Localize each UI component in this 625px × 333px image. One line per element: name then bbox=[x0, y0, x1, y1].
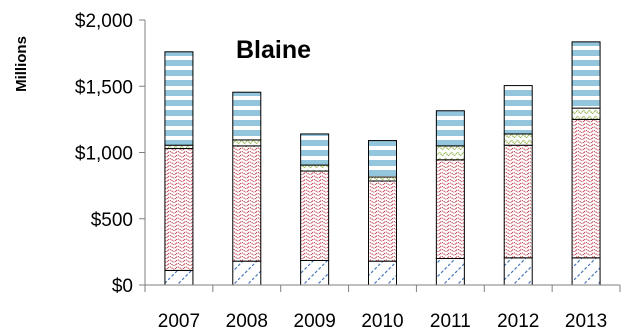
bar-segment-4 bbox=[232, 91, 262, 141]
bar-segment-4 bbox=[503, 85, 533, 135]
bar-segment-1 bbox=[164, 269, 194, 286]
bar-segment-2 bbox=[368, 180, 397, 262]
bar-segment-3 bbox=[503, 133, 533, 146]
bar-segment-2 bbox=[503, 144, 533, 259]
bar-segment-2 bbox=[571, 118, 601, 259]
y-tick-label: $1,000 bbox=[75, 144, 133, 165]
bar-segment-3 bbox=[368, 176, 397, 182]
y-tick-label: $0 bbox=[112, 276, 133, 297]
bar-segment-1 bbox=[503, 257, 533, 286]
bar-segment-4 bbox=[368, 140, 397, 178]
x-tick-label: 2007 bbox=[158, 311, 200, 332]
x-tick-label: 2008 bbox=[226, 311, 268, 332]
bar-segment-3 bbox=[435, 145, 465, 161]
bar-segment-1 bbox=[368, 260, 397, 286]
bar-segment-3 bbox=[300, 164, 330, 172]
x-tick-label: 2010 bbox=[361, 311, 403, 332]
bar-segment-1 bbox=[435, 258, 465, 286]
bar-segment-2 bbox=[232, 145, 262, 262]
x-tick-label: 2011 bbox=[430, 311, 471, 332]
bar-segment-2 bbox=[300, 170, 330, 261]
bar-segment-1 bbox=[300, 259, 330, 286]
bar-segment-2 bbox=[435, 159, 465, 260]
y-tick-label: $2,000 bbox=[75, 11, 133, 32]
bar-segment-3 bbox=[571, 107, 601, 120]
bar-segment-1 bbox=[571, 257, 601, 286]
bar-segment-4 bbox=[164, 51, 194, 146]
y-axis-label: Millions bbox=[13, 36, 30, 92]
x-axis: 2007 2008 2009 2010 2011 2012 2013 bbox=[144, 284, 621, 332]
y-axis: $0 $500 $1,000 $1,500 $2,000 bbox=[75, 11, 146, 297]
y-tick-label: $500 bbox=[91, 210, 133, 231]
bar-segment-3 bbox=[232, 139, 262, 147]
chart-title: Blaine bbox=[236, 36, 311, 64]
bar-segment-2 bbox=[164, 148, 194, 271]
x-tick-label: 2012 bbox=[497, 311, 539, 332]
bar-segment-4 bbox=[435, 110, 465, 147]
bar-segment-4 bbox=[300, 133, 330, 166]
bars-group bbox=[164, 41, 601, 286]
x-tick-label: 2013 bbox=[565, 311, 607, 332]
bar-segment-4 bbox=[571, 41, 601, 109]
x-tick-label: 2009 bbox=[294, 311, 336, 332]
y-tick-label: $1,500 bbox=[75, 77, 133, 98]
bar-segment-1 bbox=[232, 260, 262, 286]
